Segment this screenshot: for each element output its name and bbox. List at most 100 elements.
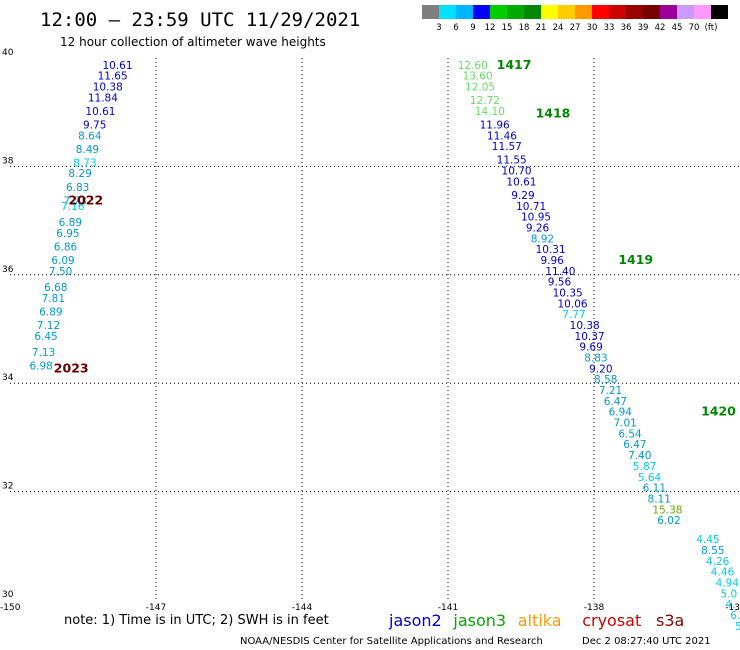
swh-point-label: 10.35	[553, 287, 583, 299]
swh-point-label: 10.31	[536, 244, 566, 256]
swh-point-label: 4.94	[716, 577, 740, 589]
colorbar-swatch	[473, 5, 490, 19]
swh-point-label: 6.86	[54, 241, 78, 253]
colorbar-label: 3	[436, 23, 441, 33]
satellite-legend-item: s3a	[656, 611, 684, 630]
swh-point-label: 11.96	[480, 119, 510, 131]
swh-point-label: 12.05	[465, 82, 495, 94]
y-tick-label: 32	[2, 482, 13, 492]
colorbar-legend: 3 6 9 12 15 18 21 24 27 30 33 36 39 42 45 70 (ft)	[422, 5, 728, 33]
colorbar-swatch	[524, 5, 541, 19]
swh-point-label: 5.64	[638, 472, 662, 484]
swh-point-label: 10.61	[85, 106, 115, 118]
plot-area	[10, 58, 740, 600]
swh-point-label: 6.95	[56, 228, 79, 240]
swh-point-label: 11.55	[497, 155, 527, 167]
colorbar-swatch	[609, 5, 626, 19]
swh-point-label: 13.60	[463, 71, 493, 83]
swh-point-label: 6.47	[604, 396, 627, 408]
swh-point-label: 6.89	[39, 306, 62, 318]
footer-note: note: 1) Time is in UTC; 2) SWH is in fe…	[64, 613, 329, 628]
footer-timestamp: Dec 2 08:27:40 UTC 2021	[582, 636, 711, 647]
swh-point-label: 8.73	[73, 157, 96, 169]
swh-point-label: 6.11	[643, 483, 666, 495]
swh-point-label: 6.68	[44, 282, 67, 294]
colorbar-label: 18	[519, 23, 530, 33]
swh-point-label: 4.26	[706, 556, 730, 568]
chart-subtitle: 12 hour collection of altimeter wave hei…	[60, 35, 326, 49]
swh-point-label: 7.73	[64, 195, 87, 207]
x-tick-label: -147	[146, 603, 166, 613]
satellite-legend-item: altika	[518, 611, 562, 630]
x-tick-label: -13	[725, 603, 740, 613]
colorbar-swatch	[490, 5, 507, 19]
swh-point-label: 5.87	[633, 461, 656, 473]
colorbar-swatch	[677, 5, 694, 19]
swh-point-label: 7.50	[49, 266, 72, 278]
colorbar-label: 21	[536, 23, 547, 33]
colorbar-label: (ft)	[705, 23, 718, 33]
swh-point-label: 6.09	[51, 255, 74, 267]
swh-point-label: 10.70	[502, 166, 532, 178]
swh-point-label: 6.94	[609, 407, 633, 419]
colorbar-label: 70	[689, 23, 700, 33]
colorbar-label: 33	[604, 23, 615, 33]
swh-point-label: 4.46	[711, 567, 735, 579]
colorbar-label: 15	[502, 23, 513, 33]
colorbar-swatch	[660, 5, 677, 19]
swh-point-label: 11.46	[487, 130, 517, 142]
colorbar-label: 24	[553, 23, 564, 33]
swh-point-label: 11.57	[492, 141, 522, 153]
swh-point-label: 10.95	[521, 212, 551, 224]
colorbar-swatch	[626, 5, 643, 19]
swh-point-label: 7.12	[37, 320, 60, 332]
colorbar-swatch	[558, 5, 575, 19]
time-label: 1419	[618, 252, 653, 267]
colorbar-label: 9	[470, 23, 475, 33]
colorbar-swatch	[694, 5, 711, 19]
swh-point-label: 8.83	[584, 353, 607, 365]
swh-point-label: 9.26	[526, 222, 550, 234]
swh-point-label: 6.83	[66, 182, 89, 194]
swh-point-label: 7.40	[628, 450, 651, 462]
swh-point-label: 11.84	[88, 92, 118, 104]
colorbar-swatch	[456, 5, 473, 19]
swh-point-label: 8.64	[78, 130, 102, 142]
chart-title: 12:00 – 23:59 UTC 11/29/2021	[40, 9, 360, 31]
colorbar-swatch	[507, 5, 524, 19]
x-tick-label: -138	[584, 603, 605, 613]
swh-point-label: 15.38	[652, 504, 682, 516]
swh-point-label: 10.38	[93, 82, 123, 94]
swh-point-label: 5	[735, 621, 740, 633]
swh-point-label: 8.29	[68, 168, 91, 180]
swh-point-label: 7.16	[61, 201, 85, 213]
colorbar-label: 39	[638, 23, 649, 33]
y-tick-label: 34	[2, 373, 14, 383]
y-tick-label: 40	[2, 48, 14, 58]
x-tick-label: -144	[292, 603, 313, 613]
satellite-legend-item: jason3	[452, 611, 506, 630]
swh-point-label: 10.06	[558, 298, 588, 310]
swh-point-label: 9.75	[83, 119, 106, 131]
x-tick-label: -150	[0, 603, 21, 613]
swh-point-label: 6.89	[59, 217, 82, 229]
swh-point-label: 8.11	[648, 493, 671, 505]
swh-point-label: 9.69	[579, 342, 602, 354]
colorbar-label: 45	[672, 23, 683, 33]
swh-point-label: 8.55	[701, 545, 724, 557]
swh-point-label: 14.10	[475, 106, 505, 118]
swh-point-label: 8.49	[76, 144, 99, 156]
swh-point-label: 11.40	[545, 266, 575, 278]
swh-point-label: 9.56	[548, 277, 572, 289]
swh-point-label: 10.37	[575, 331, 605, 343]
swh-point-label: 6.02	[657, 515, 680, 527]
colorbar-label: 30	[587, 23, 598, 33]
swh-point-label: 6.54	[618, 428, 642, 440]
colorbar-swatch	[711, 5, 728, 19]
swh-point-label: 10.38	[570, 320, 600, 332]
swh-point-label: 8.92	[531, 233, 554, 245]
swh-point-label: 7.77	[562, 309, 585, 321]
swh-point-label: 12.60	[458, 60, 488, 72]
time-label: 2023	[54, 360, 89, 375]
x-axis-ticks: -150 -147 -144 -141 -138 -13	[0, 603, 740, 613]
